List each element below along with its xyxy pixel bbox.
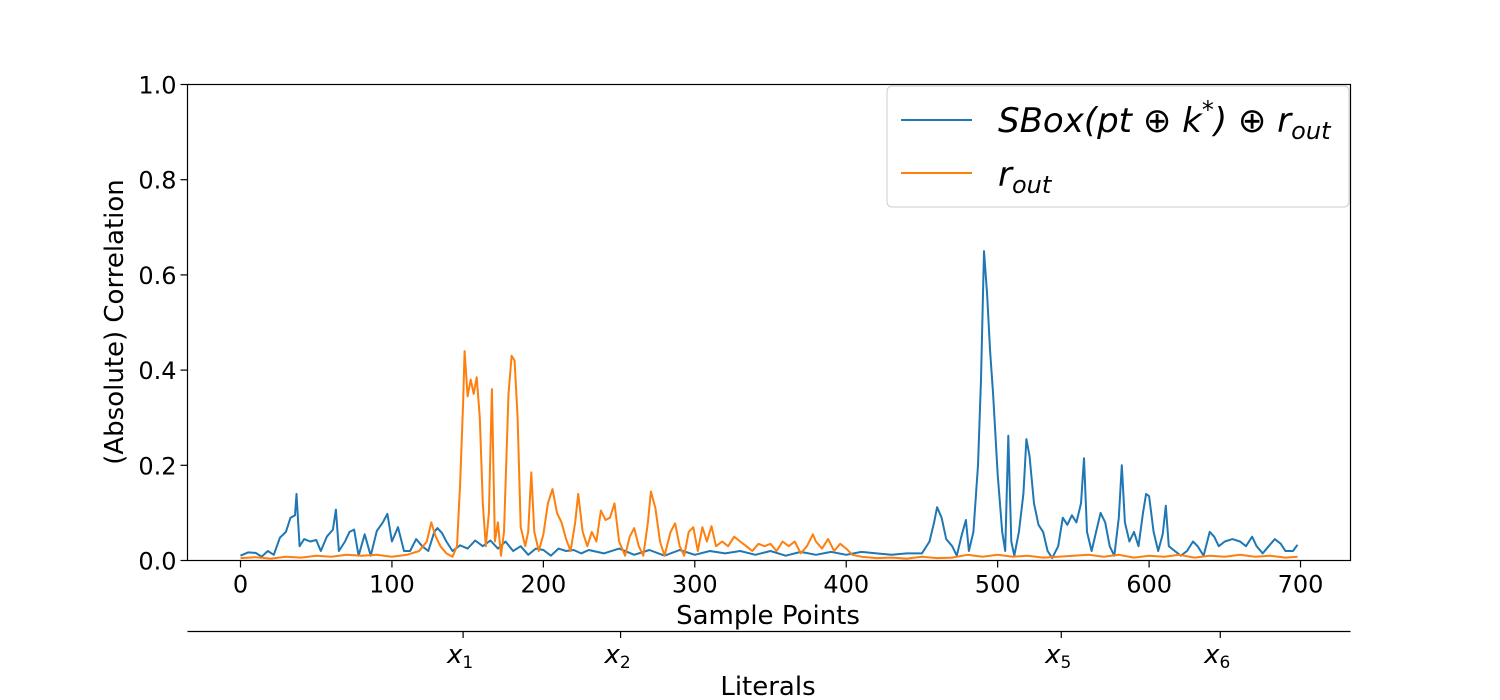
literal-tick-label: x5 [1044,640,1071,673]
literal-tick-label: x2 [603,640,630,673]
plot-frame [186,83,1352,562]
x-tick-label: 500 [975,571,1021,599]
x-axis-label: Sample Points [676,601,860,631]
y-axis-label: (Absolute) Correlation [100,179,130,465]
literal-tick-label: x6 [1203,640,1230,673]
literal-tick-label: x1 [446,640,473,673]
x-tick-label: 300 [672,571,718,599]
y-tick-label: 0.0 [138,548,176,576]
y-tick-label: 1.0 [138,72,176,100]
legend-box [886,85,1350,208]
y-tick-label: 0.8 [138,167,176,195]
y-tick-label: 0.6 [138,262,176,290]
secondary-axis-label: Literals [720,672,815,700]
y-tick-label: 0.2 [138,452,176,480]
x-axis-ticks: 0 100 200 300 400 500 600 700 [233,560,1324,599]
x-tick-label: 0 [233,571,248,599]
plot-lines [240,250,1299,560]
secondary-axis-ticks: x1 x2 x5 x6 [446,631,1230,673]
legend: SBox(pt ⊕ k*) ⊕ rout rout [886,85,1350,208]
legend-label-rout: rout [998,155,1053,199]
y-axis-ticks: 0.0 0.2 0.4 0.6 0.8 1.0 [138,72,188,576]
x-tick-label: 600 [1126,571,1172,599]
series-line-0 [240,250,1299,560]
series-line-1 [240,350,1298,560]
x-tick-label: 100 [369,571,415,599]
x-tick-label: 400 [823,571,869,599]
x-tick-label: 700 [1278,571,1324,599]
x-tick-label: 200 [520,571,566,599]
y-tick-label: 0.4 [138,357,176,385]
legend-label-sbox: SBox(pt ⊕ k*) ⊕ rout [998,96,1332,145]
